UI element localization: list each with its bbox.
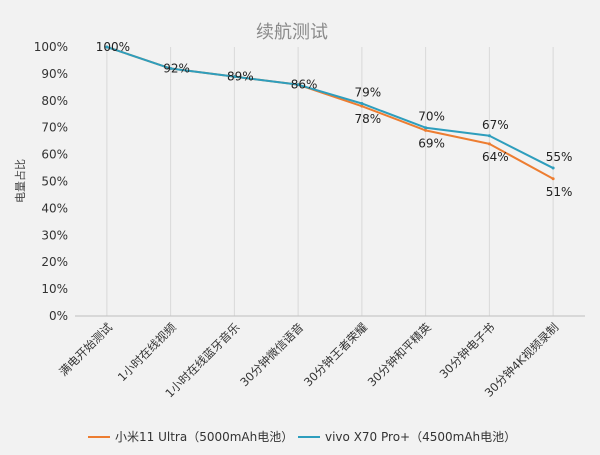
data-label: 78%: [355, 112, 382, 126]
y-tick-label: 100%: [34, 40, 68, 54]
series-2-point: [551, 166, 555, 170]
series-2-point: [487, 134, 491, 138]
data-label: 51%: [546, 185, 573, 199]
y-tick-label: 30%: [41, 228, 68, 242]
series-2-point: [296, 83, 300, 87]
x-tick-label: 1小时在线视频: [115, 320, 179, 384]
series-line-2: [106, 46, 554, 169]
y-tick-label: 50%: [41, 175, 68, 189]
grid: [106, 47, 554, 316]
y-axis-label: 电量占比: [13, 159, 27, 203]
y-tick-label: 0%: [49, 309, 68, 323]
data-label: 69%: [418, 136, 445, 150]
chart-title: 续航测试: [256, 22, 328, 43]
series-2-point: [360, 101, 364, 105]
data-label: 100%: [96, 40, 130, 54]
data-label: 64%: [482, 150, 509, 164]
series-1-point: [551, 177, 555, 181]
x-tick-label: 30分钟和平精英: [365, 320, 434, 389]
legend-label: vivo X70 Pro+（4500mAh电池）: [325, 430, 516, 444]
data-label: 67%: [482, 118, 509, 132]
x-tick-label: 30分钟微信语音: [237, 320, 306, 389]
x-tick-label: 30分钟电子书: [437, 320, 498, 381]
y-tick-label: 70%: [41, 121, 68, 135]
x-tick-label: 满电开始测试: [56, 320, 115, 379]
data-label: 70%: [418, 110, 445, 124]
series-2-point: [169, 67, 173, 71]
axes: 0%10%20%30%40%50%60%70%80%90%100%满电开始测试 1…: [34, 40, 585, 400]
data-label: 92%: [163, 62, 190, 76]
y-tick-label: 80%: [41, 94, 68, 108]
data-label: 86%: [291, 78, 318, 92]
series-2-point: [424, 126, 428, 130]
legend: 小米11 Ultra（5000mAh电池） vivo X70 Pro+（4500m…: [88, 430, 516, 444]
y-tick-label: 10%: [41, 282, 68, 296]
series-1-point: [360, 104, 364, 108]
data-labels: 100% 92% 89% 86% 79% 78% 70% 69% 67% 64% 55% 51%: [96, 40, 573, 199]
data-label: 55%: [546, 150, 573, 164]
x-tick-label: 30分钟王者荣耀: [301, 320, 370, 389]
data-label: 79%: [355, 85, 382, 99]
data-label: 89%: [227, 70, 254, 84]
series-1-point: [487, 142, 491, 146]
series-1-point: [424, 128, 428, 132]
series-lines: [105, 45, 555, 181]
y-tick-label: 20%: [41, 255, 68, 269]
series-2-point: [232, 75, 236, 79]
legend-label: 小米11 Ultra（5000mAh电池）: [115, 430, 293, 444]
y-tick-label: 60%: [41, 148, 68, 162]
series-2-point: [105, 45, 109, 49]
y-tick-label: 40%: [41, 201, 68, 215]
y-tick-label: 90%: [41, 67, 68, 81]
